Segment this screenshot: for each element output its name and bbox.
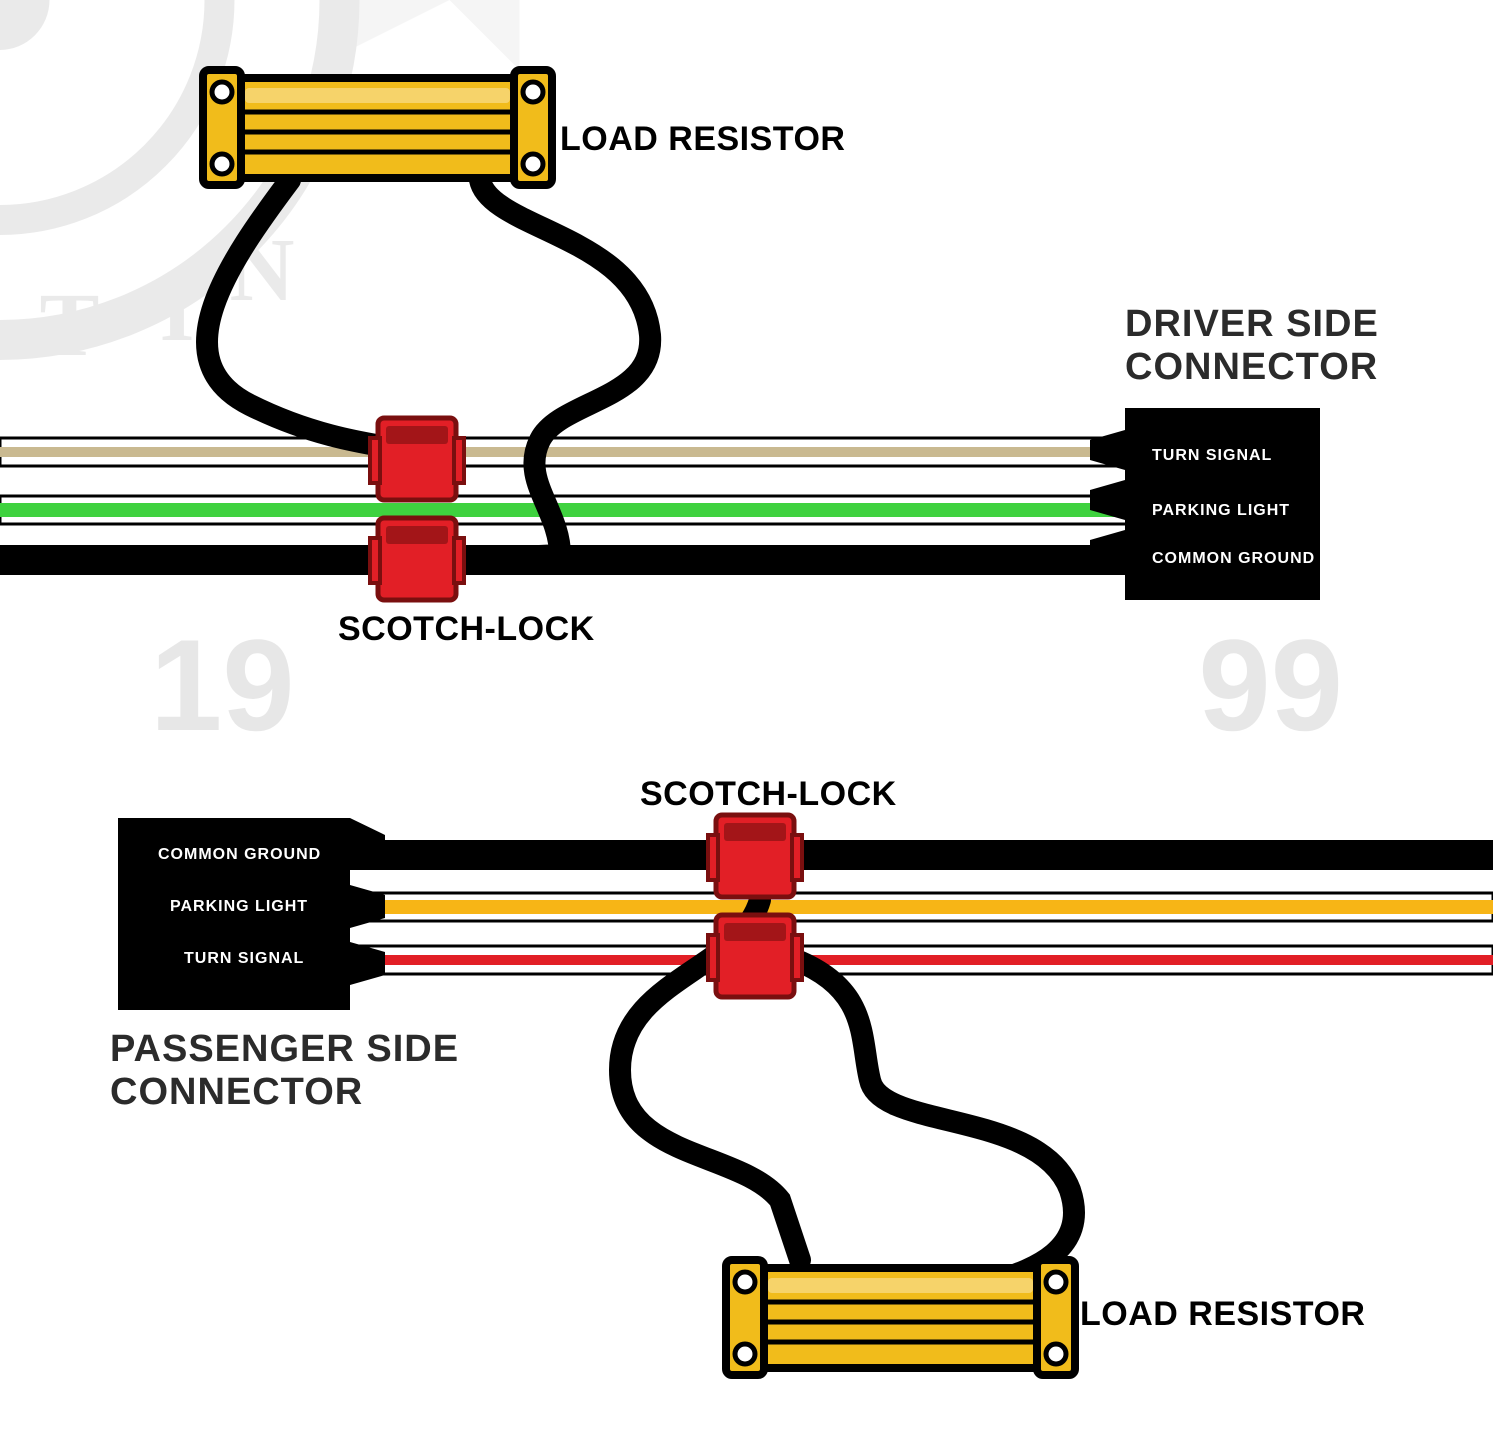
label-load-resistor-bottom: LOAD RESISTOR <box>1080 1295 1365 1334</box>
passenger-scotch-locks <box>0 0 1493 1440</box>
label-scotch-lock-bottom: SCOTCH-LOCK <box>640 775 897 814</box>
label-passenger-side-1: PASSENGER SIDE <box>110 1030 459 1070</box>
label-passenger-side-2: CONNECTOR <box>110 1073 363 1113</box>
